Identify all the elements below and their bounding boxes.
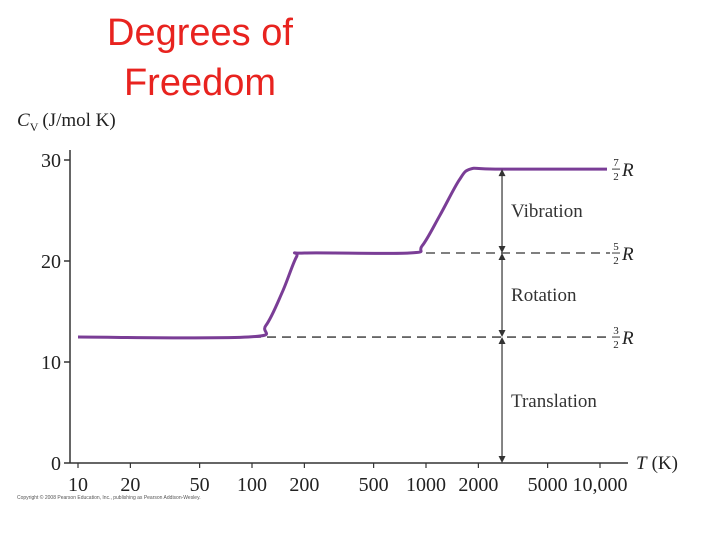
bracket-vibration-head-bottom [498, 246, 506, 254]
bracket-rotation-head-bottom [498, 330, 506, 338]
annotation-translation: Translation [511, 391, 597, 412]
y-tick-label: 30 [41, 150, 61, 172]
x-tick-label: 10 [68, 474, 88, 496]
slide-title-line-1: Degrees of [107, 12, 293, 54]
level-label-denominator: 2 [613, 339, 619, 351]
x-tick-label: 2000 [458, 474, 498, 496]
chart-labels: CV (J/mol K) T (K) Vibration Rotation Translat… [17, 110, 678, 474]
series-group [77, 166, 607, 340]
annotation-rotation: Rotation [511, 285, 577, 306]
bracket-rotation-head-top [498, 253, 506, 261]
heat-capacity-curve [77, 166, 607, 340]
y-axis-label: CV (J/mol K) [17, 110, 116, 134]
x-tick-label: 50 [190, 474, 210, 496]
y-tick-label: 20 [41, 251, 61, 273]
annotation-vibration: Vibration [511, 201, 583, 222]
level-label-3-2R: 3 2 R [612, 325, 634, 351]
level-label-7-2R: 7 2 R [612, 157, 634, 183]
level-label-variable: R [621, 160, 634, 181]
x-tick-label: 200 [289, 474, 319, 496]
x-tick-label: 500 [359, 474, 389, 496]
axes: 0 10 20 30 10 20 50 100 200 500 1000 2000 5000 10,000 [41, 150, 628, 496]
x-tick-label: 20 [120, 474, 140, 496]
level-label-numerator: 3 [613, 325, 619, 337]
bracket-translation-head-top [498, 337, 506, 345]
level-label-denominator: 2 [613, 255, 619, 267]
level-label-5-2R: 5 2 R [612, 241, 634, 267]
y-tick-label: 0 [51, 453, 61, 475]
level-label-denominator: 2 [613, 171, 619, 183]
bracket-translation-head-bottom [498, 456, 506, 463]
x-tick-label: 100 [237, 474, 267, 496]
slide-title: Degrees of Freedom [60, 8, 340, 108]
x-tick-label: 10,000 [573, 474, 628, 496]
level-label-variable: R [621, 328, 634, 349]
y-tick-label: 10 [41, 352, 61, 374]
level-label-numerator: 5 [613, 241, 619, 253]
level-label-numerator: 7 [613, 157, 619, 169]
brackets [498, 169, 506, 463]
bracket-vibration-head-top [498, 169, 506, 177]
level-lines [252, 252, 610, 338]
x-axis-label: T (K) [636, 453, 678, 474]
level-label-variable: R [621, 244, 634, 265]
x-tick-label: 5000 [528, 474, 568, 496]
slide-title-line-2: Freedom [123, 62, 277, 104]
x-tick-label: 1000 [406, 474, 446, 496]
copyright-note: Copyright © 2008 Pearson Education, Inc.… [17, 495, 201, 501]
